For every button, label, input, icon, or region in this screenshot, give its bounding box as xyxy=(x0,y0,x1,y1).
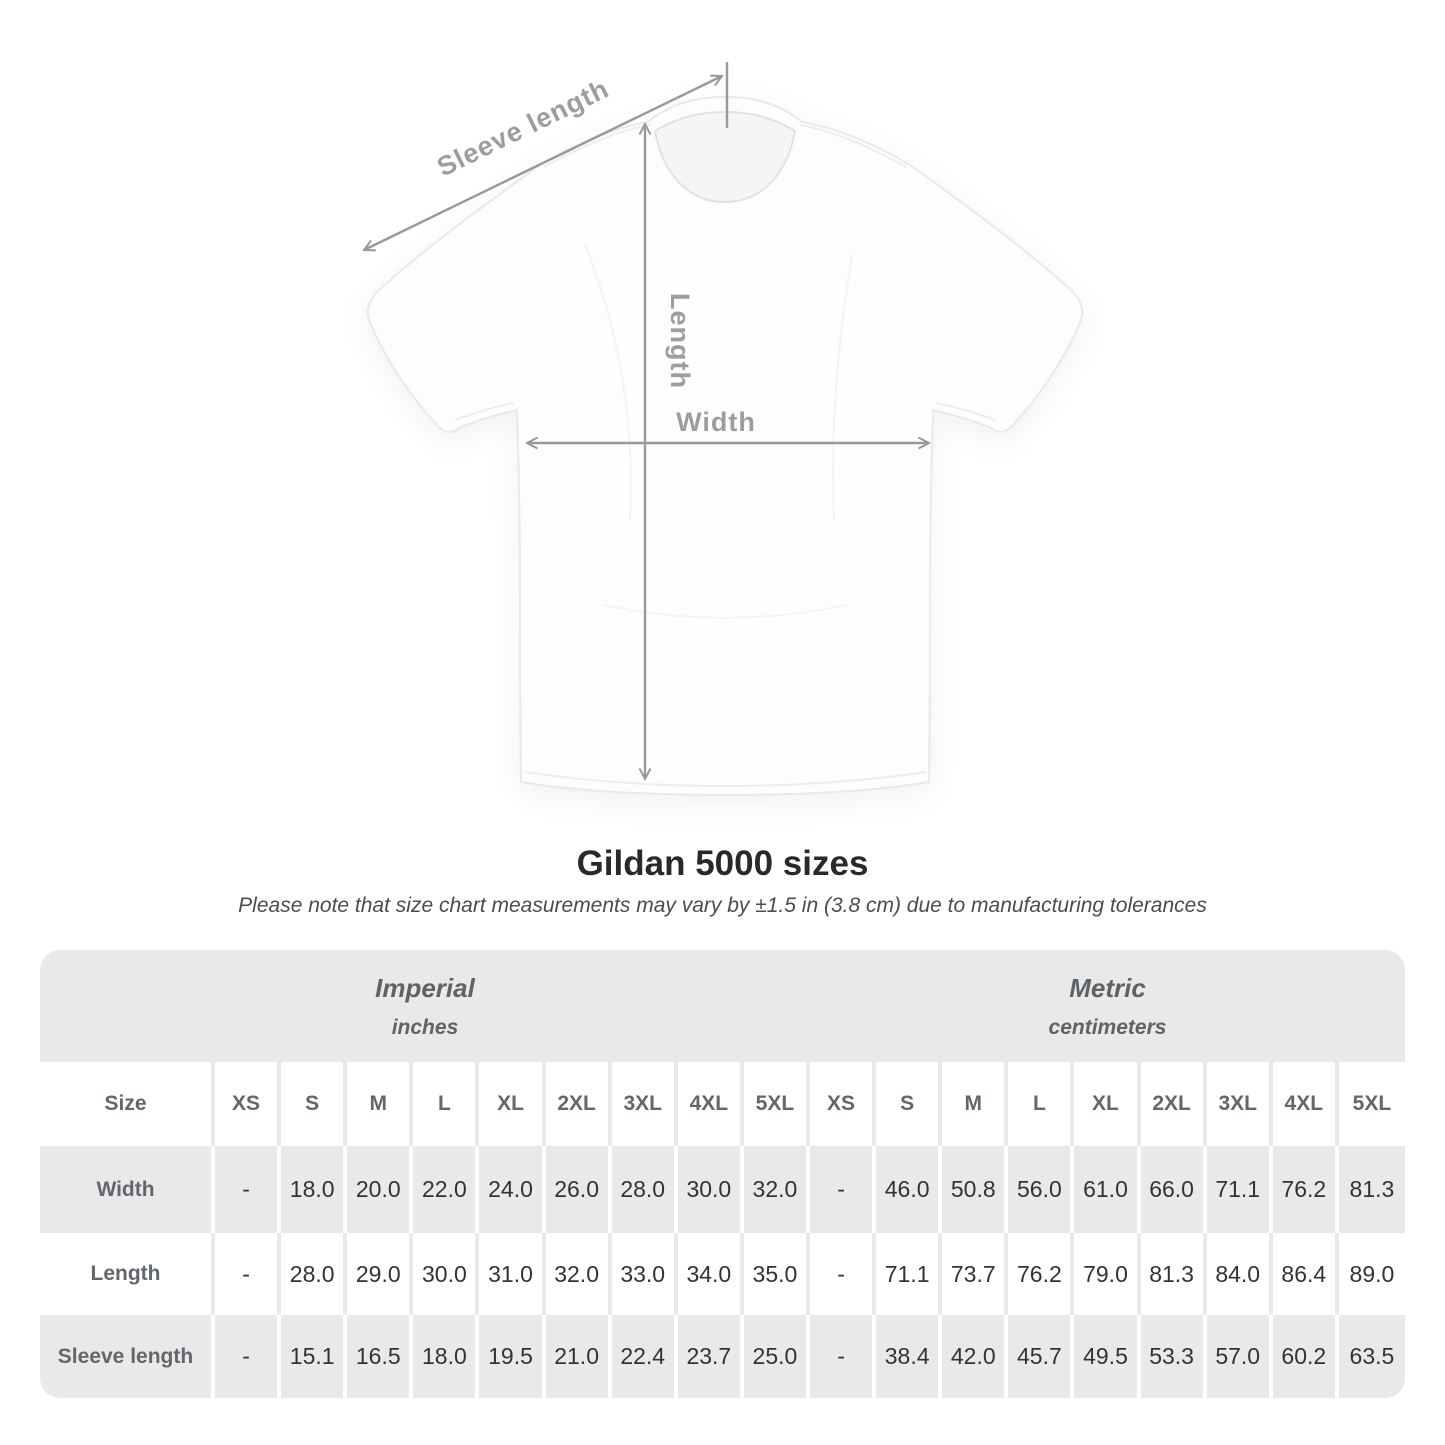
size-header-metric-xs: XS xyxy=(809,1062,877,1146)
value-cell-imperial: 31.0 xyxy=(479,1233,546,1315)
value-cell-metric: 66.0 xyxy=(1140,1146,1207,1233)
value-cell-imperial: - xyxy=(215,1146,282,1233)
value-cell-imperial: 16.5 xyxy=(347,1315,414,1398)
size-table: Imperial inches Metric centimeters Size X… xyxy=(40,950,1405,1398)
value-cell-imperial: - xyxy=(215,1315,282,1398)
table-row-length: Length -28.0 29.0 30.0 31.0 32.0 33.0 34.0 35.0-… xyxy=(40,1233,1405,1315)
size-header-imperial-3xl: 3XL xyxy=(611,1062,678,1146)
value-cell-metric: 89.0 xyxy=(1338,1233,1405,1315)
value-cell-imperial: 32.0 xyxy=(545,1233,612,1315)
size-header-imperial-xs: XS xyxy=(215,1062,282,1146)
value-cell-metric: 46.0 xyxy=(876,1146,943,1233)
size-header-metric-3xl: 3XL xyxy=(1206,1062,1273,1146)
value-cell-metric: 71.1 xyxy=(1206,1146,1273,1233)
size-header-metric-m: M xyxy=(942,1062,1009,1146)
value-cell-imperial: 25.0 xyxy=(743,1315,810,1398)
value-cell-metric: 63.5 xyxy=(1338,1315,1405,1398)
value-cell-metric: - xyxy=(809,1146,877,1233)
size-header-row: Size XS S M L XL 2XL 3XL 4XL 5XL XS S M L XL 2XL 3XL 4XL 5… xyxy=(40,1062,1405,1146)
size-header-metric-2xl: 2XL xyxy=(1140,1062,1207,1146)
value-cell-imperial: 20.0 xyxy=(347,1146,414,1233)
value-cell-imperial: 29.0 xyxy=(347,1233,414,1315)
value-cell-imperial: 30.0 xyxy=(413,1233,480,1315)
value-cell-imperial: 21.0 xyxy=(545,1315,612,1398)
value-cell-metric: 49.5 xyxy=(1074,1315,1141,1398)
size-header-metric-xl: XL xyxy=(1074,1062,1141,1146)
imperial-group-header: Imperial inches xyxy=(40,950,810,1062)
size-header-metric-s: S xyxy=(876,1062,943,1146)
size-header-imperial-xl: XL xyxy=(479,1062,546,1146)
tshirt-wrinkles xyxy=(584,244,853,619)
value-cell-imperial: 34.0 xyxy=(677,1233,744,1315)
size-column-header: Size xyxy=(40,1062,215,1146)
value-cell-metric: 61.0 xyxy=(1074,1146,1141,1233)
table-row-sleeve-length: Sleeve length -15.1 16.5 18.0 19.5 21.0 22.4 23… xyxy=(40,1315,1405,1398)
value-cell-metric: 79.0 xyxy=(1074,1233,1141,1315)
value-cell-metric: 42.0 xyxy=(942,1315,1009,1398)
page-title: Gildan 5000 sizes xyxy=(576,844,869,883)
metric-label: Metric xyxy=(1069,972,1146,1003)
value-cell-metric: 53.3 xyxy=(1140,1315,1207,1398)
row-label: Sleeve length xyxy=(40,1315,215,1398)
size-header-imperial-l: L xyxy=(413,1062,480,1146)
value-cell-imperial: 18.0 xyxy=(281,1146,348,1233)
value-cell-imperial: 15.1 xyxy=(281,1315,348,1398)
value-cell-metric: 57.0 xyxy=(1206,1315,1273,1398)
table-row-width: Width -18.0 20.0 22.0 24.0 26.0 28.0 30.0 32.0-4… xyxy=(40,1146,1405,1233)
value-cell-imperial: 28.0 xyxy=(281,1233,348,1315)
value-cell-metric: 81.3 xyxy=(1140,1233,1207,1315)
value-cell-metric: 76.2 xyxy=(1008,1233,1075,1315)
value-cell-imperial: 30.0 xyxy=(677,1146,744,1233)
value-cell-imperial: 35.0 xyxy=(743,1233,810,1315)
tshirt-illustration xyxy=(366,95,1084,797)
tshirt-measurement-diagram: Sleeve length Length Width xyxy=(0,62,1084,797)
value-cell-imperial: 22.4 xyxy=(611,1315,678,1398)
value-cell-metric: - xyxy=(809,1315,877,1398)
value-cell-metric: 56.0 xyxy=(1008,1146,1075,1233)
size-table-grid: Imperial inches Metric centimeters Size X… xyxy=(40,950,1405,1398)
row-label: Length xyxy=(40,1233,215,1315)
width-label: Width xyxy=(676,407,756,437)
imperial-unit-label: inches xyxy=(391,1015,459,1039)
size-header-imperial-s: S xyxy=(281,1062,348,1146)
size-header-imperial-m: M xyxy=(347,1062,414,1146)
metric-group-header: Metric centimeters xyxy=(809,950,1405,1062)
value-cell-metric: 45.7 xyxy=(1008,1315,1075,1398)
value-cell-metric: 38.4 xyxy=(876,1315,943,1398)
value-cell-imperial: 33.0 xyxy=(611,1233,678,1315)
value-cell-metric: 86.4 xyxy=(1272,1233,1339,1315)
value-cell-metric: - xyxy=(809,1233,877,1315)
value-cell-imperial: 19.5 xyxy=(479,1315,546,1398)
size-header-imperial-5xl: 5XL xyxy=(743,1062,810,1146)
value-cell-imperial: 32.0 xyxy=(743,1146,810,1233)
value-cell-metric: 76.2 xyxy=(1272,1146,1339,1233)
value-cell-metric: 73.7 xyxy=(942,1233,1009,1315)
metric-unit-label: centimeters xyxy=(1048,1015,1167,1039)
value-cell-imperial: 23.7 xyxy=(677,1315,744,1398)
value-cell-metric: 50.8 xyxy=(942,1146,1009,1233)
size-header-imperial-4xl: 4XL xyxy=(677,1062,744,1146)
row-label: Width xyxy=(40,1146,215,1233)
size-header-metric-5xl: 5XL xyxy=(1338,1062,1405,1146)
value-cell-imperial: 26.0 xyxy=(545,1146,612,1233)
unit-group-row: Imperial inches Metric centimeters xyxy=(40,950,1405,1062)
value-cell-imperial: 24.0 xyxy=(479,1146,546,1233)
imperial-label: Imperial xyxy=(375,972,475,1003)
value-cell-imperial: 18.0 xyxy=(413,1315,480,1398)
tolerance-note: Please note that size chart measurements… xyxy=(238,894,1207,917)
value-cell-imperial: 22.0 xyxy=(413,1146,480,1233)
value-cell-metric: 60.2 xyxy=(1272,1315,1339,1398)
measurement-arrows xyxy=(364,62,929,779)
value-cell-imperial: - xyxy=(215,1233,282,1315)
size-header-metric-l: L xyxy=(1008,1062,1075,1146)
size-header-imperial-2xl: 2XL xyxy=(545,1062,612,1146)
value-cell-imperial: 28.0 xyxy=(611,1146,678,1233)
length-label: Length xyxy=(665,293,695,389)
value-cell-metric: 71.1 xyxy=(876,1233,943,1315)
value-cell-metric: 81.3 xyxy=(1338,1146,1405,1233)
size-header-metric-4xl: 4XL xyxy=(1272,1062,1339,1146)
sleeve-length-arrow xyxy=(364,76,722,250)
value-cell-metric: 84.0 xyxy=(1206,1233,1273,1315)
